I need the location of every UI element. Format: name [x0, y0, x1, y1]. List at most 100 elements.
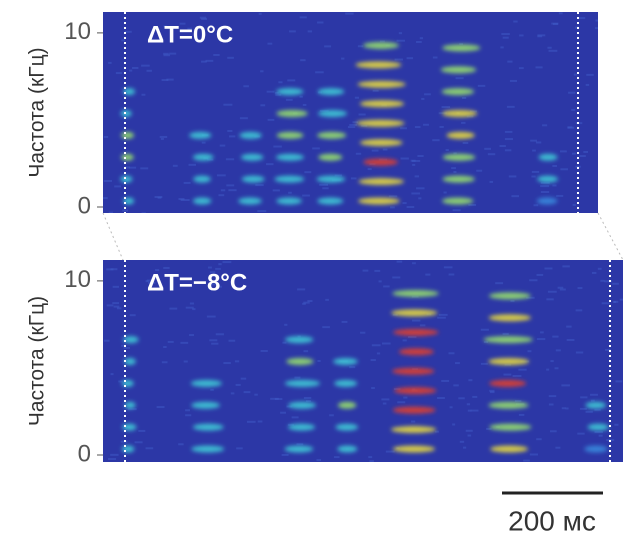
noise: [571, 152, 576, 155]
noise: [392, 276, 401, 279]
harmonic: [393, 387, 437, 395]
noise: [349, 366, 356, 369]
harmonic: [337, 401, 357, 409]
harmonic: [442, 197, 474, 205]
noise: [192, 308, 196, 311]
noise: [104, 339, 110, 342]
noise: [518, 67, 524, 70]
noise: [577, 287, 583, 290]
noise: [561, 407, 567, 410]
noise: [477, 84, 486, 87]
harmonic: [363, 158, 399, 166]
noise: [551, 22, 559, 25]
harmonic: [359, 100, 405, 108]
harmonic: [276, 110, 308, 117]
noise: [403, 396, 408, 399]
noise: [394, 58, 403, 61]
noise: [443, 266, 453, 269]
noise: [307, 30, 313, 33]
noise: [425, 273, 431, 276]
noise: [199, 16, 207, 19]
noise: [361, 124, 368, 127]
noise: [585, 83, 590, 86]
harmonic: [335, 423, 359, 431]
noise: [329, 414, 334, 417]
noise: [267, 42, 273, 45]
harmonic: [337, 445, 358, 453]
noise: [324, 45, 332, 48]
noise: [441, 106, 451, 109]
noise: [540, 185, 550, 188]
noise: [376, 352, 381, 355]
noise: [571, 108, 576, 111]
noise: [583, 150, 589, 153]
noise: [495, 282, 504, 285]
noise: [443, 191, 447, 194]
noise: [559, 288, 566, 291]
harmonic: [317, 197, 344, 205]
harmonic: [124, 358, 136, 365]
noise: [414, 175, 420, 178]
harmonic: [355, 61, 402, 69]
noise: [506, 105, 515, 108]
noise: [272, 189, 280, 192]
noise: [424, 93, 431, 96]
noise: [345, 12, 354, 15]
noise: [185, 409, 191, 412]
noise: [374, 269, 381, 272]
noise: [487, 153, 496, 156]
noise: [417, 155, 424, 158]
noise: [390, 206, 395, 209]
noise: [302, 302, 306, 305]
noise: [228, 189, 237, 192]
noise: [107, 458, 117, 461]
noise: [108, 211, 113, 213]
noise: [432, 139, 440, 142]
noise: [205, 59, 214, 62]
noise: [166, 78, 174, 81]
noise: [466, 403, 471, 406]
noise: [103, 179, 113, 182]
noise: [595, 19, 598, 22]
noise: [536, 338, 546, 341]
noise: [411, 420, 416, 423]
noise: [266, 90, 275, 93]
noise: [141, 212, 146, 213]
noise: [201, 60, 207, 63]
noise: [418, 197, 422, 200]
noise: [461, 121, 466, 124]
noise: [282, 341, 287, 344]
harmonic: [288, 423, 316, 431]
noise: [400, 157, 409, 160]
noise: [388, 195, 398, 198]
noise: [619, 298, 623, 301]
noise: [579, 407, 587, 410]
harmonic: [536, 197, 558, 205]
noise: [180, 341, 189, 344]
noise: [508, 175, 517, 178]
noise: [243, 391, 251, 394]
noise: [371, 387, 375, 390]
noise: [228, 339, 236, 342]
noise: [315, 71, 324, 74]
noise: [462, 141, 469, 144]
noise: [140, 167, 149, 170]
noise: [239, 117, 248, 120]
noise: [451, 167, 456, 170]
harmonic: [359, 139, 403, 147]
noise: [510, 299, 515, 302]
noise: [382, 402, 387, 405]
harmonic: [317, 88, 345, 96]
harmonic: [238, 197, 262, 205]
noise: [103, 135, 109, 138]
noise: [201, 141, 206, 144]
noise: [379, 40, 385, 43]
noise: [466, 115, 474, 118]
noise: [291, 416, 299, 419]
noise: [112, 302, 120, 305]
noise: [529, 279, 538, 282]
noise: [274, 92, 279, 95]
noise: [362, 269, 369, 272]
annotation: ΔT=−8°C: [147, 269, 247, 296]
noise: [512, 374, 522, 377]
